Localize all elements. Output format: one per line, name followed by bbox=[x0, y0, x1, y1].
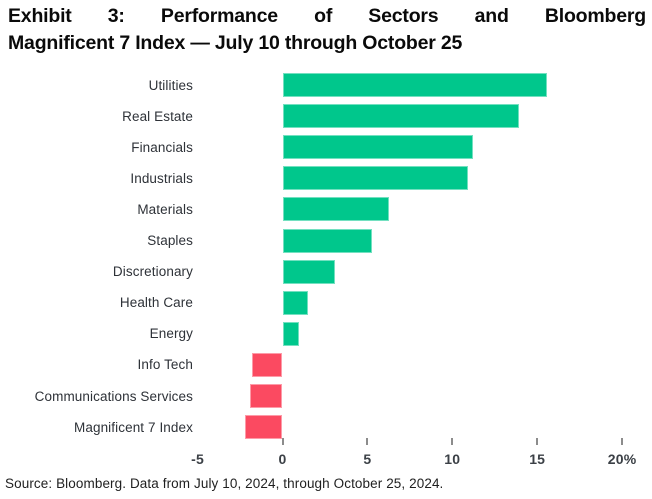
category-label: Discretionary bbox=[112, 264, 193, 280]
chart-title-line1: Exhibit 3: Performance of Sectors and Bl… bbox=[8, 5, 646, 27]
x-axis-label: 5 bbox=[363, 451, 372, 467]
category-label: Financials bbox=[131, 139, 193, 155]
category-label: Real Estate bbox=[122, 108, 193, 124]
category-label: Energy bbox=[149, 326, 193, 342]
category-label: Health Care bbox=[119, 295, 193, 311]
x-axis-label: -5 bbox=[191, 451, 205, 467]
category-label: Magnificent 7 Index bbox=[74, 419, 193, 435]
axis-tick bbox=[451, 438, 454, 445]
axis-tick bbox=[621, 438, 624, 445]
axis-tick bbox=[536, 438, 539, 445]
bar-positive bbox=[282, 228, 373, 253]
bar-positive bbox=[282, 73, 548, 97]
x-axis-label: 20% bbox=[607, 451, 637, 467]
category-label: Utilities bbox=[148, 77, 193, 93]
chart-title: Exhibit 3: Performance of Sectors and Bl… bbox=[8, 3, 646, 57]
x-axis-label: 10 bbox=[444, 451, 461, 467]
category-label: Info Tech bbox=[137, 357, 193, 373]
bar-positive bbox=[282, 197, 390, 222]
bar-positive bbox=[282, 104, 519, 129]
bar-positive bbox=[282, 321, 300, 346]
source-note: Source: Bloomberg. Data from July 10, 20… bbox=[5, 476, 444, 491]
bar-negative bbox=[245, 415, 283, 440]
x-axis-label: 0 bbox=[278, 451, 287, 467]
axis-tick bbox=[281, 438, 284, 445]
bar-positive bbox=[282, 259, 336, 284]
x-axis-label: 15 bbox=[529, 451, 546, 467]
bar-negative bbox=[251, 352, 283, 377]
category-label: Industrials bbox=[130, 170, 193, 186]
bar-positive bbox=[282, 166, 468, 191]
category-label: Communications Services bbox=[34, 388, 193, 404]
chart-title-line2: Magnificent 7 Index — July 10 through Oc… bbox=[8, 32, 463, 54]
category-label: Materials bbox=[137, 201, 193, 217]
bar-negative bbox=[250, 384, 283, 408]
bar-positive bbox=[282, 290, 308, 315]
category-label: Staples bbox=[147, 233, 193, 248]
bar-positive bbox=[282, 135, 473, 160]
axis-tick bbox=[366, 438, 369, 445]
